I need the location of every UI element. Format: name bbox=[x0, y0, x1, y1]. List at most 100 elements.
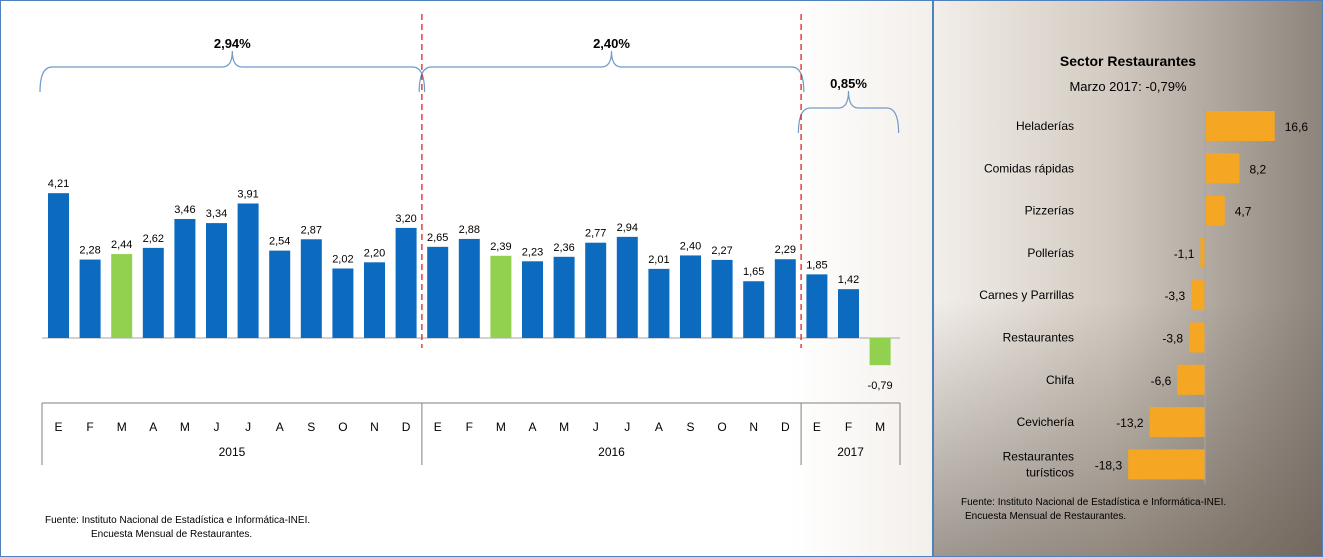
sector-value-1: 16,6 bbox=[1285, 120, 1309, 134]
data-label-8: 2,54 bbox=[269, 236, 290, 248]
panel-divider bbox=[932, 0, 934, 557]
sector-category-1: Heladerías bbox=[1016, 119, 1074, 133]
sector-category-6-line-1: Restaurantes bbox=[1003, 331, 1074, 345]
sector-bar-9 bbox=[1128, 449, 1205, 480]
data-label-24: 2,29 bbox=[775, 244, 796, 256]
bar-23 bbox=[743, 281, 765, 338]
month-tick-22: O bbox=[717, 420, 726, 434]
month-tick-8: A bbox=[276, 420, 284, 434]
sector-chart-subtitle: Marzo 2017: -0,79% bbox=[1069, 79, 1187, 94]
data-label-10: 2,02 bbox=[332, 254, 353, 266]
sector-category-9-line-2: turísticos bbox=[1026, 465, 1074, 479]
month-tick-3: M bbox=[117, 420, 127, 434]
sector-bar-4 bbox=[1200, 237, 1205, 268]
data-label-14: 2,88 bbox=[459, 224, 480, 236]
data-label-5: 3,46 bbox=[174, 204, 195, 216]
data-label-19: 2,94 bbox=[617, 222, 638, 234]
sector-bar-chart: Sector Restaurantes Marzo 2017: -0,79% 16,… bbox=[979, 53, 1309, 484]
month-tick-13: E bbox=[434, 420, 442, 434]
bar-18 bbox=[585, 242, 607, 338]
sector-value-4: -1,1 bbox=[1174, 247, 1195, 261]
left-source-line-2: Encuesta Mensual de Restaurantes. bbox=[91, 529, 253, 540]
bar-8 bbox=[269, 250, 291, 338]
bar-5 bbox=[174, 218, 196, 338]
bar-21 bbox=[680, 255, 701, 338]
bar-12 bbox=[395, 227, 417, 338]
year-label-2016: 2016 bbox=[598, 445, 625, 459]
month-tick-1: E bbox=[54, 420, 62, 434]
data-label-21: 2,40 bbox=[680, 240, 701, 252]
sector-category-1-line-1: Heladerías bbox=[1016, 119, 1074, 133]
year-brace-2016 bbox=[418, 50, 805, 93]
data-label-16: 2,23 bbox=[522, 246, 543, 258]
month-tick-21: S bbox=[686, 420, 694, 434]
month-tick-15: M bbox=[496, 420, 506, 434]
sector-value-6: -3,8 bbox=[1162, 332, 1183, 346]
data-label-3: 2,44 bbox=[111, 239, 132, 251]
sector-category-5: Carnes y Parrillas bbox=[979, 288, 1074, 302]
data-label-23: 1,65 bbox=[743, 266, 764, 278]
month-tick-2: F bbox=[86, 420, 93, 434]
data-label-20: 2,01 bbox=[648, 254, 669, 266]
left-source-note: Fuente: Instituto Nacional de Estadístic… bbox=[45, 514, 310, 542]
sector-category-3: Pizzerías bbox=[1025, 204, 1074, 218]
sector-category-2: Comidas rápidas bbox=[984, 161, 1074, 175]
month-tick-10: O bbox=[338, 420, 347, 434]
sector-category-8-line-1: Cevichería bbox=[1017, 415, 1075, 429]
bar-11 bbox=[364, 262, 385, 338]
bar-15 bbox=[490, 255, 512, 338]
monthly-bar-chart: 4,21 2,28 2,44 2,62 3,46 3,34 3,91 2,54 2,87 2,02… bbox=[39, 14, 901, 465]
month-tick-18: J bbox=[593, 420, 599, 434]
month-tick-7: J bbox=[245, 420, 251, 434]
bar-1 bbox=[48, 193, 69, 338]
sector-category-4: Pollerías bbox=[1027, 246, 1074, 260]
bar-4 bbox=[142, 247, 164, 338]
bar-13 bbox=[427, 246, 449, 338]
month-tick-17: M bbox=[559, 420, 569, 434]
year-brace-2017 bbox=[797, 90, 900, 134]
year-label-2017: 2017 bbox=[837, 445, 864, 459]
right-source-note: Fuente: Instituto Nacional de Estadístic… bbox=[961, 496, 1226, 524]
sector-category-4-line-1: Pollerías bbox=[1027, 246, 1074, 260]
bar-24 bbox=[774, 259, 796, 338]
month-tick-27: M bbox=[875, 420, 885, 434]
bar-16 bbox=[522, 261, 543, 338]
year-label-2015: 2015 bbox=[219, 445, 246, 459]
sector-category-6: Restaurantes bbox=[1003, 331, 1074, 345]
right-source-line-1: Fuente: Instituto Nacional de Estadístic… bbox=[961, 497, 1227, 508]
month-tick-6: J bbox=[214, 420, 220, 434]
bar-17 bbox=[553, 256, 575, 338]
bar-25 bbox=[806, 274, 828, 338]
month-tick-23: N bbox=[749, 420, 758, 434]
bar-19 bbox=[616, 236, 638, 338]
sector-category-7-line-1: Chifa bbox=[1046, 373, 1074, 387]
month-tick-24: D bbox=[781, 420, 790, 434]
sector-category-3-line-1: Pizzerías bbox=[1025, 204, 1074, 218]
data-label-6: 3,34 bbox=[206, 208, 227, 220]
bar-9 bbox=[300, 239, 322, 338]
data-label-22: 2,27 bbox=[711, 245, 732, 257]
bar-2 bbox=[79, 259, 101, 338]
bar-26 bbox=[838, 289, 859, 338]
sector-bar-5 bbox=[1191, 280, 1205, 311]
data-label-15: 2,39 bbox=[490, 241, 511, 253]
data-label-25: 1,85 bbox=[806, 259, 827, 271]
data-label-13: 2,65 bbox=[427, 232, 448, 244]
data-label-26: 1,42 bbox=[838, 274, 859, 286]
bar-27 bbox=[869, 338, 891, 366]
month-tick-14: F bbox=[466, 420, 473, 434]
background-photo-shade bbox=[934, 300, 1323, 557]
sector-value-8: -13,2 bbox=[1116, 416, 1144, 430]
sector-bar-3 bbox=[1205, 195, 1225, 226]
data-label-18: 2,77 bbox=[585, 228, 606, 240]
bar-10 bbox=[332, 268, 354, 338]
bar-6 bbox=[206, 223, 227, 338]
year-summary-2015: 2,94% bbox=[214, 36, 251, 51]
sector-value-9: -18,3 bbox=[1095, 458, 1123, 472]
data-label-4: 2,62 bbox=[143, 233, 164, 245]
left-source-line-1: Fuente: Instituto Nacional de Estadístic… bbox=[45, 515, 311, 526]
year-summary-2016: 2,40% bbox=[593, 36, 630, 51]
data-label-12: 3,20 bbox=[395, 213, 416, 225]
data-label-11: 2,20 bbox=[364, 247, 385, 259]
month-tick-20: A bbox=[655, 420, 663, 434]
